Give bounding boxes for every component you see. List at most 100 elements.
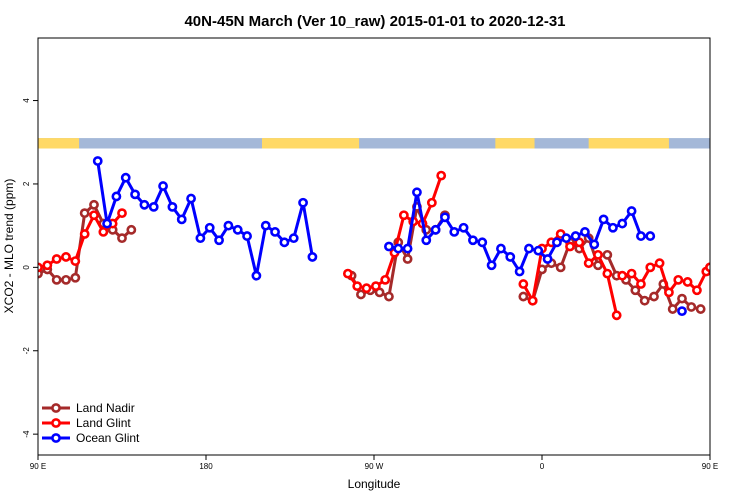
- series-land-glint: [38, 170, 750, 321]
- point-land-glint: [682, 277, 693, 287]
- plot-series: [38, 156, 750, 321]
- point-ocean-glint: [514, 266, 525, 277]
- point-ocean-glint: [421, 235, 432, 246]
- y-tick-label: -4: [22, 430, 31, 438]
- point-ocean-glint: [167, 201, 178, 212]
- point-land-glint: [370, 281, 381, 292]
- chart-title: 40N-45N March (Ver 10_raw) 2015-01-01 to…: [184, 13, 565, 30]
- legend-item-land-glint: Land Glint: [42, 416, 131, 430]
- point-ocean-glint: [524, 243, 534, 254]
- point-land-glint: [398, 210, 409, 221]
- point-land-nadir: [384, 291, 394, 302]
- point-ocean-glint: [505, 252, 516, 262]
- point-ocean-glint: [139, 199, 150, 210]
- point-land-glint: [426, 197, 437, 208]
- point-ocean-glint: [561, 233, 572, 244]
- point-ocean-glint: [186, 193, 196, 204]
- point-land-nadir: [716, 266, 723, 273]
- point-ocean-glint: [440, 212, 450, 223]
- point-land-nadir: [518, 291, 529, 302]
- legend-item-ocean-glint: Ocean Glint: [42, 431, 140, 445]
- legend-label: Land Nadir: [76, 401, 135, 415]
- point-ocean-glint: [111, 191, 122, 202]
- point-land-glint: [51, 254, 62, 264]
- point-ocean-glint: [120, 172, 131, 183]
- point-land-glint: [593, 249, 603, 260]
- point-land-nadir: [734, 276, 741, 283]
- point-land-glint: [692, 285, 702, 296]
- point-land-glint: [602, 268, 613, 279]
- point-ocean-glint: [677, 306, 687, 317]
- point-ocean-glint: [92, 156, 103, 166]
- point-land-glint: [79, 229, 90, 239]
- point-ocean-glint: [223, 220, 234, 231]
- point-land-glint: [583, 258, 594, 269]
- point-ocean-glint: [158, 181, 168, 191]
- x-tick-label: 180: [199, 462, 213, 471]
- legend-marker: [51, 418, 61, 428]
- point-land-glint: [89, 210, 99, 221]
- point-land-nadir: [356, 289, 366, 300]
- point-land-nadir: [695, 304, 706, 314]
- point-land-nadir: [649, 291, 659, 302]
- point-land-nadir: [117, 233, 127, 244]
- point-land-glint: [98, 227, 109, 237]
- point-ocean-glint: [589, 239, 600, 250]
- point-land-nadir: [402, 254, 413, 264]
- point-land-glint: [565, 241, 575, 252]
- point-ocean-glint: [645, 231, 656, 241]
- point-ocean-glint: [458, 222, 469, 233]
- point-ocean-glint: [486, 260, 497, 271]
- point-ocean-glint: [307, 252, 318, 262]
- point-land-nadir: [677, 293, 687, 304]
- point-land-nadir: [602, 249, 613, 260]
- point-land-nadir: [79, 208, 90, 219]
- point-land-nadir: [61, 274, 71, 285]
- point-land-glint: [744, 257, 750, 264]
- point-ocean-glint: [130, 189, 140, 200]
- legend-item-land-nadir: Land Nadir: [42, 401, 135, 415]
- point-land-nadir: [725, 276, 732, 283]
- y-tick-label: 4: [22, 98, 31, 103]
- point-ocean-glint: [570, 231, 581, 241]
- x-tick-label: 90 W: [365, 462, 384, 471]
- point-land-nadir: [51, 274, 62, 285]
- point-ocean-glint: [260, 220, 271, 231]
- point-ocean-glint: [232, 224, 243, 235]
- point-land-glint: [716, 262, 723, 269]
- y-tick-label: 2: [22, 181, 31, 186]
- point-land-glint: [436, 170, 447, 181]
- point-ocean-glint: [412, 187, 422, 198]
- point-ocean-glint: [214, 235, 224, 246]
- point-land-nadir: [686, 302, 697, 312]
- point-ocean-glint: [176, 214, 187, 225]
- point-land-glint: [654, 258, 665, 269]
- y-axis: -4 -2 0 2 4: [22, 98, 38, 438]
- plot-frame: [37, 37, 711, 456]
- point-land-glint: [611, 310, 622, 321]
- legend-label: Land Glint: [76, 416, 131, 430]
- point-land-nadir: [126, 224, 137, 235]
- point-land-glint: [70, 256, 81, 266]
- y-tick-label: 0: [22, 265, 31, 270]
- point-ocean-glint: [626, 206, 637, 216]
- series-line-land-nadir: [709, 267, 710, 269]
- point-land-glint: [725, 255, 732, 262]
- point-ocean-glint: [298, 197, 308, 208]
- point-land-nadir: [555, 262, 566, 273]
- point-ocean-glint: [102, 218, 112, 229]
- point-ocean-glint: [608, 222, 618, 233]
- point-ocean-glint: [251, 270, 262, 281]
- x-tick-label: 90 E: [30, 462, 46, 471]
- point-land-glint: [664, 287, 674, 298]
- point-land-glint: [673, 274, 684, 285]
- x-axis: 90 E 180 90 W 0 90 E: [30, 455, 718, 471]
- point-ocean-glint: [195, 233, 206, 244]
- series-line-land-glint: [709, 265, 710, 268]
- point-land-glint: [361, 283, 372, 294]
- y-tick-label: -2: [22, 347, 31, 355]
- point-ocean-glint: [468, 235, 478, 246]
- point-land-glint: [117, 208, 127, 219]
